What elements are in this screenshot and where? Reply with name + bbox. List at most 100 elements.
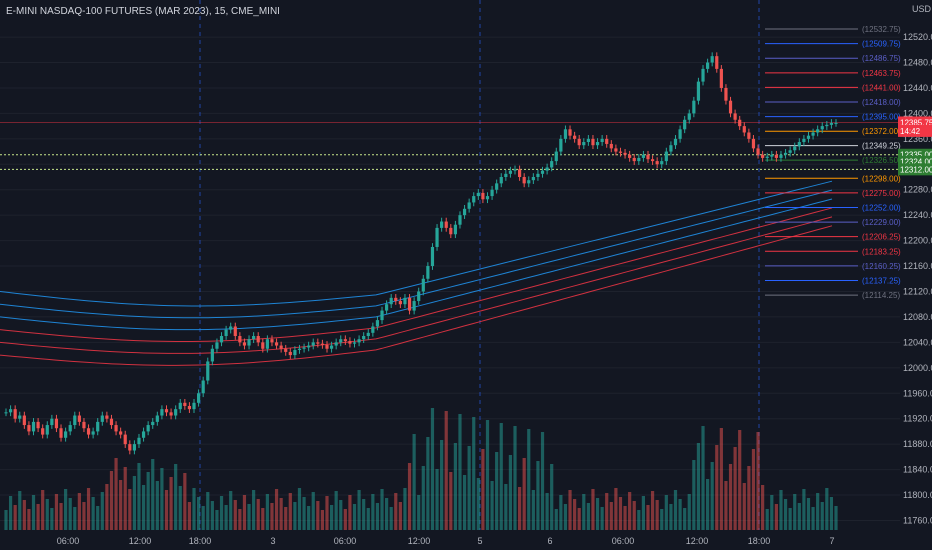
- level-label: (12275.00): [862, 189, 901, 198]
- volume-bar: [517, 487, 522, 530]
- candle-body: [233, 326, 237, 337]
- volume-bar: [783, 499, 788, 530]
- level-label: (12441.00): [862, 83, 901, 92]
- candle-body: [728, 100, 733, 114]
- price-tick-label: 12160.00: [903, 261, 932, 271]
- price-axis: 12520.00 12480.00 12440.00 12400.00 12360.00…: [903, 32, 932, 525]
- volume-bar: [696, 443, 701, 530]
- candle-body: [59, 428, 63, 438]
- candle-body: [215, 342, 219, 349]
- volume-bar: [247, 504, 251, 530]
- candle-body: [793, 146, 797, 151]
- volume-bar: [770, 495, 774, 530]
- candle-body: [284, 348, 288, 352]
- level-label: (12418.00): [862, 98, 901, 107]
- candle-body: [779, 154, 783, 158]
- volume-bar: [412, 434, 416, 530]
- price-tick-label: 11920.00: [903, 414, 932, 424]
- volume-bar: [472, 417, 476, 530]
- volume-bar: [339, 500, 343, 530]
- ma-band-line: [0, 180, 833, 307]
- volume-bar: [64, 489, 68, 530]
- volume-bar: [683, 508, 687, 530]
- volume-bar: [600, 507, 604, 530]
- candle-body: [797, 142, 801, 147]
- candle-body: [733, 113, 737, 120]
- volume-bar: [4, 510, 8, 530]
- level-label: (12206.25): [862, 233, 901, 242]
- volume-bar: [307, 506, 311, 530]
- volume-bar: [242, 495, 247, 530]
- candle-body: [595, 142, 600, 146]
- candle-body: [710, 56, 714, 63]
- volume-bar: [774, 504, 778, 530]
- volume-bar: [385, 498, 389, 530]
- volume-bar: [563, 504, 568, 530]
- volume-bar: [628, 492, 632, 530]
- candle-body: [577, 138, 581, 146]
- volume-bar: [343, 509, 347, 530]
- candle-body: [45, 425, 49, 435]
- candle-body: [618, 151, 623, 153]
- candle-body: [440, 221, 444, 228]
- candle-body: [495, 183, 499, 190]
- candle-body: [86, 428, 91, 435]
- volume-bar: [481, 449, 485, 530]
- candle-body: [692, 100, 696, 114]
- volume-bar: [86, 488, 91, 530]
- volume-bar: [196, 497, 201, 530]
- time-tick-label: 12:00: [408, 536, 431, 546]
- candle-body: [554, 151, 558, 162]
- volume-bar: [219, 496, 224, 530]
- candle-body: [531, 177, 535, 181]
- candle-body: [343, 339, 347, 342]
- candle-body: [366, 332, 370, 337]
- candle-body: [201, 380, 205, 394]
- candle-body: [696, 81, 701, 101]
- candle-body: [673, 138, 678, 146]
- price-tick-label: 12040.00: [903, 337, 932, 347]
- volume-bar: [586, 503, 590, 530]
- candle-body: [816, 129, 820, 133]
- time-tick-label: 06:00: [334, 536, 357, 546]
- candle-body: [96, 421, 100, 432]
- candle-body: [261, 342, 265, 349]
- volume-bar: [206, 492, 210, 530]
- candle-body: [715, 56, 719, 69]
- price-tag-label: 12312.00: [900, 165, 932, 174]
- candle-body: [788, 150, 792, 153]
- volume-bar: [146, 472, 150, 530]
- volume-bar: [632, 501, 636, 530]
- volume-bar: [261, 508, 265, 530]
- candle-body: [100, 415, 104, 422]
- volume-bar: [706, 479, 710, 530]
- candle-body: [385, 304, 389, 311]
- candle-body: [36, 421, 40, 429]
- time-tick-label: 3: [270, 536, 275, 546]
- candle-body: [252, 336, 256, 340]
- candle-body: [50, 418, 54, 426]
- price-tick-label: 12440.00: [903, 83, 932, 93]
- candle-body: [160, 409, 164, 416]
- volume-bar: [806, 498, 811, 530]
- time-tick-label: 12:00: [686, 536, 709, 546]
- volume-bar: [738, 430, 742, 530]
- candle-body: [517, 169, 522, 178]
- volume-bar: [96, 506, 100, 530]
- candle-body: [178, 402, 182, 410]
- candle-body: [192, 402, 196, 410]
- candle-body: [219, 336, 224, 343]
- candle-body: [151, 421, 155, 426]
- candle-body: [449, 227, 453, 235]
- price-tag-box: [898, 124, 932, 137]
- candle-body: [444, 221, 448, 228]
- candle-body: [573, 135, 577, 139]
- candle-body: [13, 409, 17, 419]
- volume-bar: [444, 411, 448, 530]
- volume-bar: [540, 432, 545, 530]
- candle-body: [371, 326, 375, 333]
- candle-body: [146, 425, 150, 432]
- candle-body: [155, 415, 159, 422]
